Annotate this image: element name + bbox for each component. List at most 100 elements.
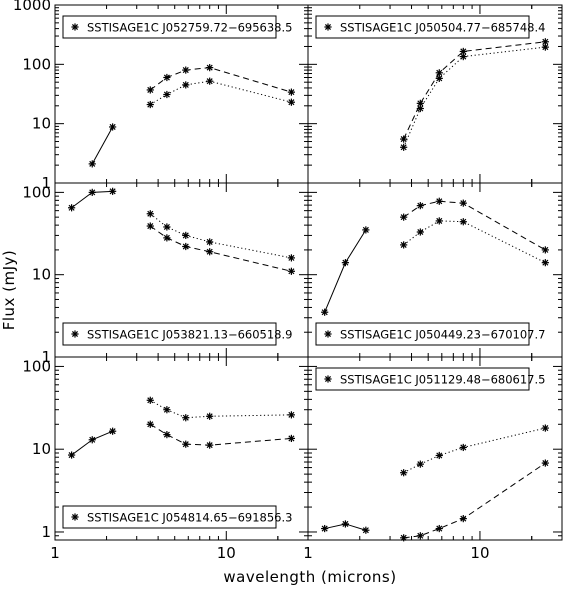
data-point <box>67 204 76 212</box>
data-point <box>287 88 296 96</box>
data-point <box>163 90 171 99</box>
y-tick-label: 1 <box>41 174 51 192</box>
data-point <box>541 246 549 254</box>
series-line-dotted <box>403 220 546 264</box>
y-tick-label: 1 <box>41 523 51 541</box>
legend: SSTISAGE1C J052759.72−695638.5 <box>62 15 292 39</box>
panel: 1 10 SSTISAGE1C J051129.48−680617.5 <box>303 356 563 562</box>
series-line-dotted <box>150 399 292 419</box>
y-tick-label: 1000 <box>13 0 51 14</box>
panel: SSTISAGE1C J050449.23−670107.7 <box>307 182 563 358</box>
data-point <box>287 254 296 262</box>
y-tick-label: 100 <box>22 357 51 375</box>
data-point <box>541 424 549 432</box>
legend: SSTISAGE1C J050504.77−685748.4 <box>315 15 545 39</box>
series-line-dashed <box>149 67 292 93</box>
data-point <box>416 532 424 540</box>
data-point <box>541 259 549 267</box>
data-point <box>163 234 171 242</box>
legend-symbol <box>324 23 332 31</box>
data-point <box>109 187 117 195</box>
data-point <box>206 412 214 420</box>
data-point <box>287 267 296 275</box>
series-line-dashed <box>149 225 292 272</box>
legend-label: SSTISAGE1C J054814.65−691856.3 <box>87 511 292 525</box>
legend-symbol <box>324 375 332 383</box>
data-point <box>206 248 214 256</box>
data-point <box>163 73 171 82</box>
data-point <box>88 436 96 444</box>
data-point <box>146 222 154 230</box>
series-line-dashed <box>403 462 546 539</box>
y-axis-label: Flux (mJy) <box>0 250 18 331</box>
legend: SSTISAGE1C J050449.23−670107.7 <box>315 322 545 346</box>
panel-frame <box>307 356 563 541</box>
data-point <box>287 411 296 419</box>
data-point <box>459 515 467 523</box>
x-axis-label: wavelength (microns) <box>223 568 396 586</box>
legend-symbol <box>324 330 332 338</box>
data-point <box>435 217 443 225</box>
data-point <box>541 459 549 467</box>
data-point <box>435 74 443 82</box>
data-point <box>459 443 467 452</box>
data-point <box>400 241 408 249</box>
data-point <box>541 38 549 46</box>
legend-symbol <box>71 330 79 338</box>
data-point <box>416 228 424 236</box>
series-line-dotted <box>403 427 546 474</box>
x-tick-label: 10 <box>470 544 489 562</box>
data-point <box>163 431 171 439</box>
y-tick-label: 10 <box>32 115 51 133</box>
data-point <box>362 526 370 534</box>
data-point <box>182 231 190 240</box>
panel: 1 10 100 SSTISAGE1C J053821.13−660518.9 <box>22 182 309 366</box>
data-point <box>163 406 171 414</box>
data-point <box>146 86 154 94</box>
data-point <box>341 259 349 267</box>
data-point <box>287 434 296 443</box>
data-point <box>459 53 467 61</box>
data-point <box>400 469 408 477</box>
series-line-dotted <box>150 80 292 105</box>
panel: 1 10 100 1 10 SSTISAGE1C J054814.65−691856.3 <box>22 356 309 562</box>
series-line-dotted <box>149 213 292 259</box>
data-point <box>182 414 190 422</box>
data-point <box>435 451 443 460</box>
legend: SSTISAGE1C J051129.48−680617.5 <box>315 367 545 391</box>
data-point <box>459 199 467 207</box>
series-line-dashed <box>403 200 546 251</box>
panel: SSTISAGE1C J050504.77−685748.4 <box>307 4 563 184</box>
y-tick-label: 100 <box>22 55 51 73</box>
legend: SSTISAGE1C J054814.65−691856.3 <box>62 505 292 529</box>
data-point <box>435 69 443 77</box>
data-point <box>287 98 296 106</box>
data-point <box>146 100 154 109</box>
data-point <box>416 202 424 210</box>
data-point <box>182 440 190 448</box>
data-point <box>88 188 96 196</box>
legend-label: SSTISAGE1C J050449.23−670107.7 <box>340 328 545 342</box>
series-line-dashed <box>150 423 292 446</box>
data-point <box>182 242 190 251</box>
data-point <box>400 213 408 221</box>
data-point <box>362 226 370 234</box>
series-line-solid <box>324 229 367 313</box>
data-point <box>416 460 424 468</box>
data-point <box>67 451 76 459</box>
y-tick-label: 10 <box>32 266 51 284</box>
legend-label: SSTISAGE1C J050504.77−685748.4 <box>340 21 545 35</box>
legend-label: SSTISAGE1C J052759.72−695638.5 <box>87 21 292 35</box>
x-tick-label: 1 <box>303 544 313 562</box>
data-point <box>163 223 171 231</box>
data-point <box>541 43 549 51</box>
x-tick-label: 10 <box>217 544 236 562</box>
data-point <box>146 210 154 218</box>
data-point <box>206 238 214 246</box>
data-point <box>435 197 443 205</box>
data-point <box>400 143 408 151</box>
series-line-solid <box>91 126 114 165</box>
data-point <box>146 420 154 428</box>
data-point <box>206 77 214 85</box>
data-point <box>109 427 117 435</box>
